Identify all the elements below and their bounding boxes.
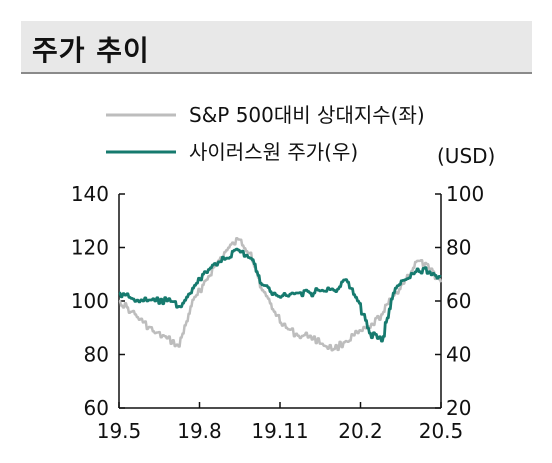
series-line-relative-index: [118, 237, 443, 352]
series-line-stock-price: [118, 247, 442, 343]
x-tick-label: 19.5: [97, 419, 142, 443]
left-tick-label: 140: [71, 182, 109, 206]
axes: 60 80 100 120 140 20 40 60 80 100 19.5 19.8 19.11 20.…: [71, 182, 484, 443]
right-tick-label: 100: [446, 182, 484, 206]
page-title: 주가 추이: [32, 34, 150, 67]
legend: S&P 500대비 상대지수(좌) 사이러스원 주가(우): [106, 103, 425, 164]
right-tick-label: 80: [446, 236, 471, 260]
x-tick-label: 19.8: [177, 419, 222, 443]
right-tick-label: 20: [446, 396, 471, 420]
x-tick-label: 20.2: [338, 419, 383, 443]
x-tick-label: 19.11: [251, 419, 308, 443]
plot-area: [118, 237, 443, 352]
legend-label-stock-price: 사이러스원 주가(우): [189, 140, 358, 164]
left-tick-label: 120: [71, 236, 109, 260]
left-tick-label: 60: [84, 396, 109, 420]
right-tick-label: 60: [446, 289, 471, 313]
right-axis-unit: (USD): [437, 144, 495, 168]
x-tick-label: 20.5: [419, 419, 464, 443]
left-tick-label: 80: [84, 343, 109, 367]
right-tick-label: 40: [446, 343, 471, 367]
title-bar: 주가 추이: [21, 21, 532, 74]
legend-label-relative-index: S&P 500대비 상대지수(좌): [189, 103, 425, 127]
left-tick-label: 100: [71, 289, 109, 313]
